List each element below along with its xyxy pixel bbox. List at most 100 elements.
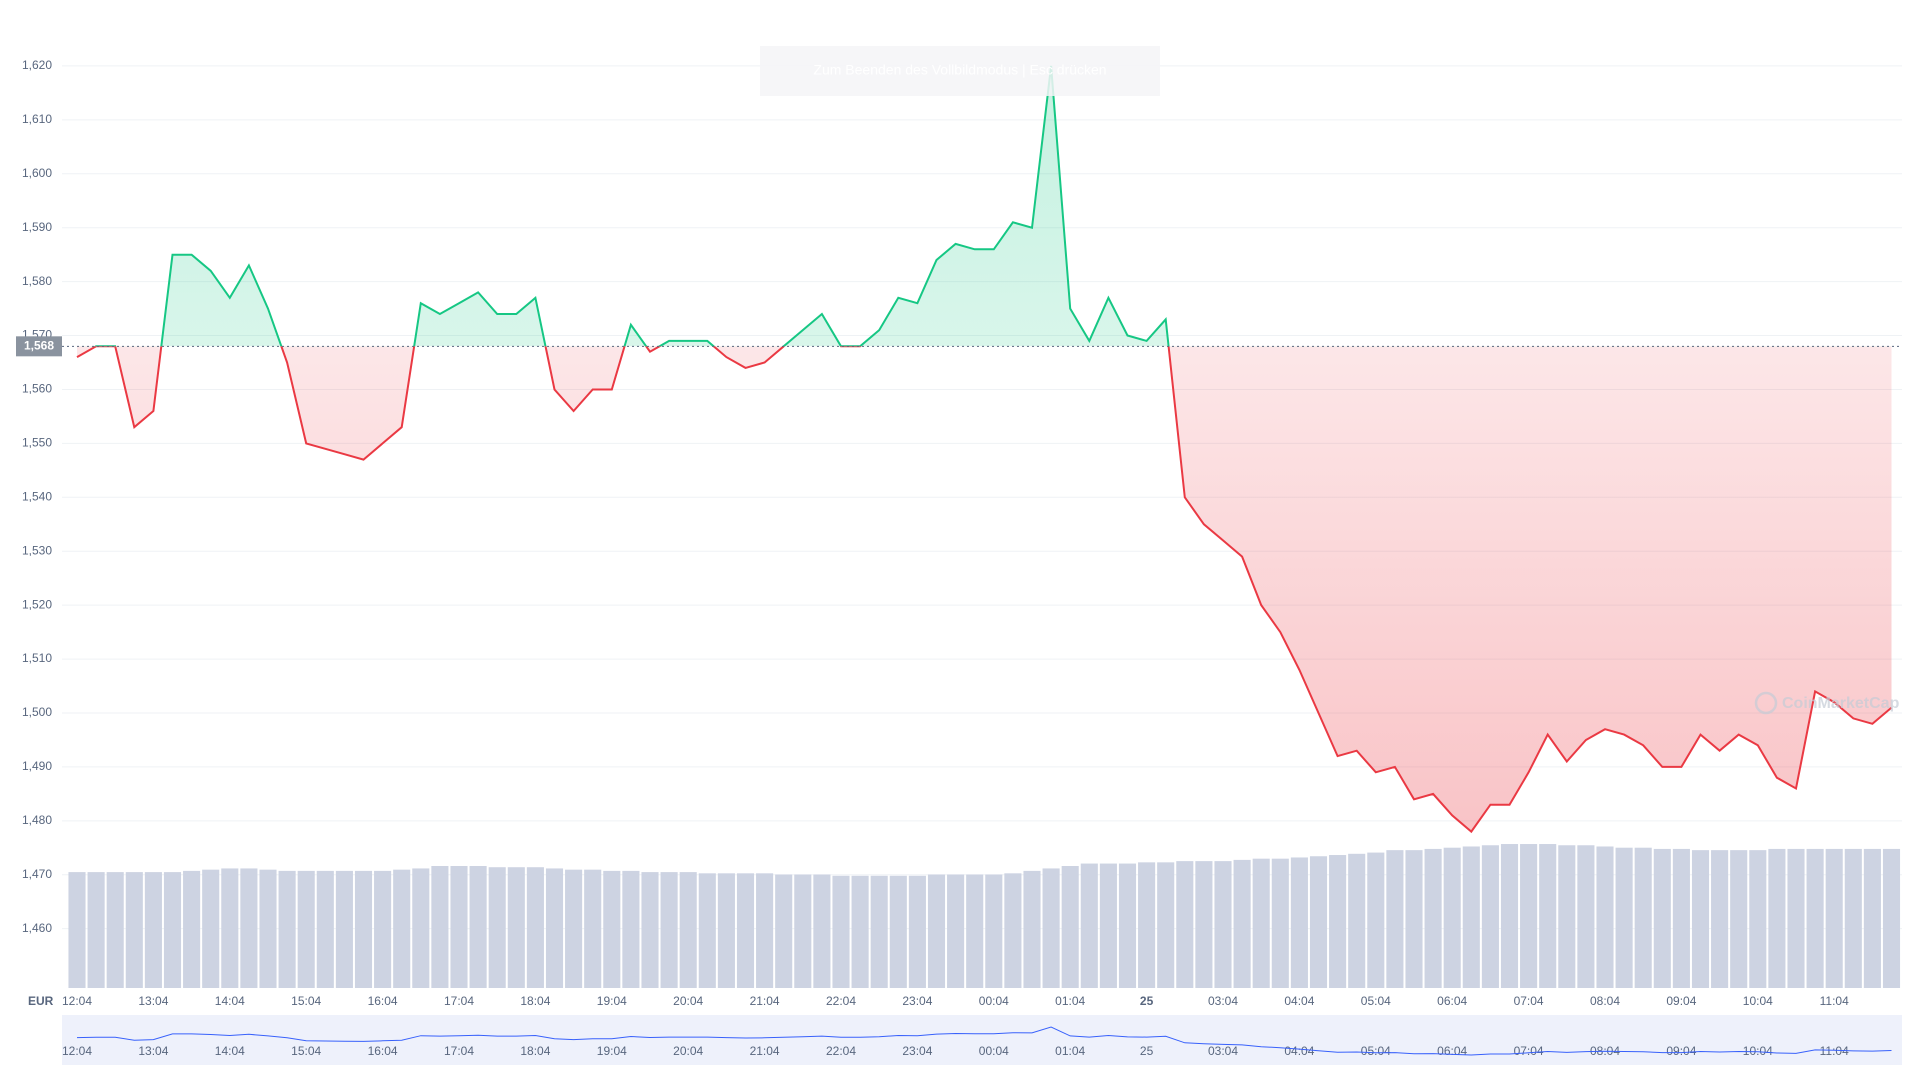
volume-bar [851,875,869,988]
x-tick-label: 19:04 [597,994,627,1008]
volume-bar [1329,855,1347,988]
volume-bar [1405,850,1423,988]
nav-tick-label: 03:04 [1208,1044,1238,1058]
volume-bar [565,869,583,988]
volume-bar [736,873,755,988]
volume-bar [1157,862,1175,988]
y-tick-label: 1,460 [22,921,52,935]
nav-tick-label: 23:04 [902,1044,932,1058]
volume-bar [507,867,525,988]
x-tick-label: 16:04 [368,994,398,1008]
volume-bar [144,872,162,988]
baseline-label: 1,568 [24,338,54,352]
volume-bar [1825,848,1843,988]
y-tick-label: 1,560 [22,382,52,396]
volume-bar [1844,848,1862,988]
volume-bar [183,870,201,988]
volume-bar [1367,852,1385,988]
price-line-up [94,65,1170,347]
x-tick-label: 12:04 [62,994,92,1008]
volume-bar [832,875,850,988]
volume-bar [1348,853,1366,988]
nav-tick-label: 10:04 [1743,1044,1773,1058]
volume-bar [106,872,124,988]
volume-bar [68,872,86,988]
volume-bar [1520,844,1538,988]
x-tick-label: 09:04 [1666,994,1696,1008]
navigator[interactable] [62,1015,1902,1065]
y-tick-label: 1,590 [22,220,52,234]
volume-bar [1309,856,1328,988]
volume-bar [1596,846,1614,988]
y-tick-label: 1,490 [22,759,52,773]
y-tick-label: 1,470 [22,867,52,881]
watermark-icon [1754,691,1778,715]
x-tick-label: 14:04 [215,994,245,1008]
volume-bar [1195,861,1213,988]
x-tick-label: 21:04 [750,994,780,1008]
volume-bar [354,870,373,988]
volume-bar [660,872,678,988]
volume-bar [1443,847,1461,988]
volume-bar [1730,850,1748,988]
volume-bar [1176,861,1194,988]
currency-label: EUR [28,994,54,1008]
nav-line [76,1026,1892,1056]
volume-bar [412,868,430,988]
nav-tick-label: 00:04 [979,1044,1009,1058]
volume-bar [163,872,182,988]
volume-bar [450,866,468,988]
volume-bar [908,875,926,988]
volume-bar [125,872,143,988]
volume-bar [966,874,984,988]
volume-bar [526,867,544,988]
volume-bar [1233,859,1251,988]
x-tick-label: 04:04 [1284,994,1314,1008]
area-up [77,65,1892,347]
volume-bar [1615,847,1633,988]
nav-tick-label: 15:04 [291,1044,321,1058]
y-tick-label: 1,520 [22,597,52,611]
volume-bar [1271,858,1289,988]
volume-bar [1023,870,1041,988]
volume-bar [1042,868,1060,988]
x-tick-label: 03:04 [1208,994,1238,1008]
volume-bar [1290,857,1308,988]
volume-bar [297,870,315,988]
volume-bar [1214,861,1232,988]
watermark: CoinMarketCap [1782,695,1900,712]
y-tick-label: 1,530 [22,543,52,557]
volume-bar [1749,850,1767,988]
x-tick-label: 15:04 [291,994,321,1008]
volume-bar [1672,848,1690,988]
volume-bar [1539,844,1557,988]
price-line-down [76,346,1893,834]
volume-bar [756,873,774,988]
nav-tick-label: 14:04 [215,1044,245,1058]
volume-bar [1577,845,1595,988]
nav-tick-label: 05:04 [1361,1044,1391,1058]
volume-bar [1558,845,1576,988]
x-tick-label: 08:04 [1590,994,1620,1008]
volume-bar [1386,850,1404,988]
y-tick-label: 1,510 [22,651,52,665]
volume-bar [259,869,277,988]
nav-tick-label: 11:04 [1820,1044,1849,1058]
x-tick-label: 06:04 [1437,994,1467,1008]
volume-bar [1424,848,1442,988]
nav-tick-label: 21:04 [750,1044,780,1058]
x-tick-label: 20:04 [673,994,703,1008]
volume-bar [335,870,353,988]
volume-bar [1711,850,1729,988]
x-tick-label: 05:04 [1361,994,1391,1008]
x-tick-label: 11:04 [1820,994,1849,1008]
x-tick-label: 17:04 [444,994,474,1008]
volume-bar [1061,866,1079,988]
volume-bar [469,866,487,988]
volume-bar [813,874,831,988]
x-tick-label: 07:04 [1514,994,1544,1008]
volume-bar [985,874,1003,988]
nav-tick-label: 09:04 [1666,1044,1696,1058]
volume-bar [1462,846,1480,988]
volume-bar [374,870,392,988]
